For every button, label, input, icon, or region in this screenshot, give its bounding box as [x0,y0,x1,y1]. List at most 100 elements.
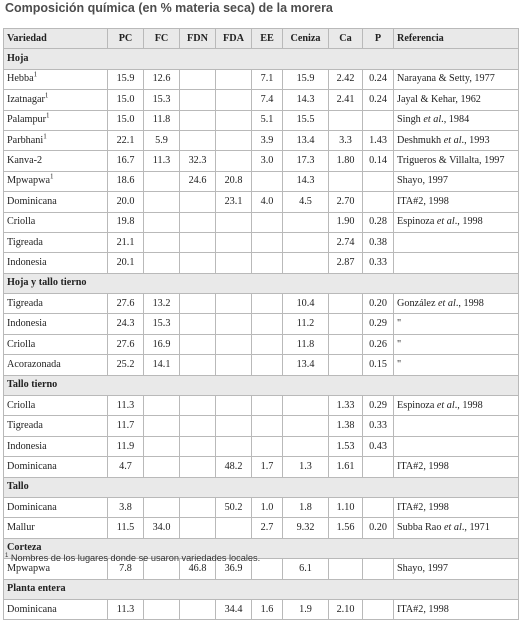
cell-ee [251,231,283,254]
ref-text: Espinoza [397,399,435,411]
ref-etal: et al [434,399,455,411]
table-row: Palampur1 15.0 11.8 5.1 15.5 Singh et al., 19… [3,109,519,131]
cell-p: 0.14 [362,150,394,172]
cell-ee: 1.7 [251,456,283,478]
cell-fdn [179,598,216,620]
table-row: Dominicana 20.0 23.1 4.0 4.5 2.70 ITA#2, 1998 [3,191,519,213]
cell-ca: 1.90 [328,211,363,233]
cell-ca: 1.53 [328,435,363,458]
variedad-text: Mallur [7,522,35,534]
cell-pc: 11.7 [107,415,144,437]
variedad-text: Acorazonada [7,358,61,370]
cell-pc: 3.8 [107,496,144,519]
cell-fdn [179,395,216,417]
cell-ceniza: 1.8 [282,496,329,519]
ref-text: Espinoza [397,216,435,228]
cell-ceniza [282,415,329,437]
cell-p [362,191,394,213]
cell-ceniza: 17.3 [282,150,329,172]
cell-fc [143,170,180,193]
cell-variedad: Indonesia [3,435,108,458]
table-title: Composición química (en % materia seca) … [5,1,333,15]
section-row: Hoja [3,48,519,70]
ref-tail: ., 1984 [441,114,470,126]
cell-ca: 1.61 [328,456,363,478]
cell-fdn [179,456,216,478]
cell-pc: 27.6 [107,333,144,356]
table-row: Indonesia 20.1 2.87 0.33 [3,252,519,274]
header-p: P [362,27,394,50]
cell-ca: 3.3 [328,129,363,152]
cell-fc [143,415,180,437]
ref-text: Jayal & Kehar, 1962 [397,93,481,105]
cell-ee [251,395,283,417]
cell-ca [328,170,363,193]
cell-fda [215,150,252,172]
cell-fda [215,252,252,274]
table-row: Criolla 11.3 1.33 0.29 Espinoza et al., 1998 [3,395,519,417]
cell-fdn [179,231,216,254]
cell-fdn [179,313,216,335]
section-label: Tallo [3,476,519,498]
table-row: Dominicana 4.7 48.2 1.7 1.3 1.61 ITA#2, 1998 [3,456,519,478]
cell-ee: 3.9 [251,129,283,152]
cell-fdn [179,211,216,233]
cell-pc: 11.3 [107,598,144,620]
footnote-marker: 1 [5,552,9,559]
cell-fc [143,395,180,417]
cell-pc: 20.0 [107,191,144,213]
cell-fdn [179,293,216,315]
variedad-text: Indonesia [7,440,47,452]
cell-ceniza: 11.2 [282,313,329,335]
variedad-text: Tigreada [7,420,43,432]
cell-fda: 20.8 [215,170,252,193]
ref-tail: ., 1998 [454,216,483,228]
cell-fda [215,415,252,437]
cell-ceniza: 13.4 [282,129,329,152]
cell-pc: 27.6 [107,293,144,315]
ref-text: " [397,338,402,350]
cell-p [362,496,394,519]
cell-ceniza [282,231,329,254]
cell-pc: 21.1 [107,231,144,254]
ref-tail: ., 1998 [454,399,483,411]
cell-variedad: Indonesia [3,313,108,335]
cell-fdn [179,435,216,458]
ref-text: ITA#2, 1998 [397,501,449,513]
cell-referencia [393,231,519,254]
cell-referencia: ITA#2, 1998 [393,191,519,213]
cell-ca: 2.41 [328,89,363,111]
cell-ee [251,415,283,437]
cell-fda [215,129,252,152]
table-row: Indonesia 11.9 1.53 0.43 [3,435,519,458]
cell-fda [215,109,252,131]
cell-fdn [179,496,216,519]
table-row: Criolla 19.8 1.90 0.28 Espinoza et al., 1998 [3,211,519,233]
table-row: Dominicana 3.8 50.2 1.0 1.8 1.10 ITA#2, 1998 [3,496,519,519]
footnote-ref: 1 [33,71,38,80]
cell-ceniza: 1.3 [282,456,329,478]
cell-variedad: Tigreada [3,293,108,315]
header-ca: Ca [328,27,363,50]
table-row: Tigreada 21.1 2.74 0.38 [3,231,519,254]
cell-ceniza [282,395,329,417]
cell-variedad: Dominicana [3,191,108,213]
ref-text: González [397,297,436,309]
cell-referencia: Espinoza et al., 1998 [393,395,519,417]
table-row: Acorazonada 25.2 14.1 13.4 0.15 " [3,354,519,376]
cell-p [362,109,394,131]
cell-referencia: Jayal & Kehar, 1962 [393,89,519,111]
cell-ceniza: 10.4 [282,293,329,315]
cell-p: 0.29 [362,313,394,335]
cell-referencia: ITA#2, 1998 [393,456,519,478]
cell-fda: 23.1 [215,191,252,213]
ref-text: ITA#2, 1998 [397,460,449,472]
header-ee: EE [251,27,283,50]
section-label: Tallo tierno [3,374,519,397]
cell-referencia: Subba Rao et al., 1971 [393,517,519,539]
table-row: Izatnagar1 15.0 15.3 7.4 14.3 2.41 0.24 Jayal &… [3,89,519,111]
ref-text: Deshmukh [397,134,442,146]
ref-tail: ., 1993 [461,134,490,146]
cell-fda [215,89,252,111]
cell-fc [143,231,180,254]
